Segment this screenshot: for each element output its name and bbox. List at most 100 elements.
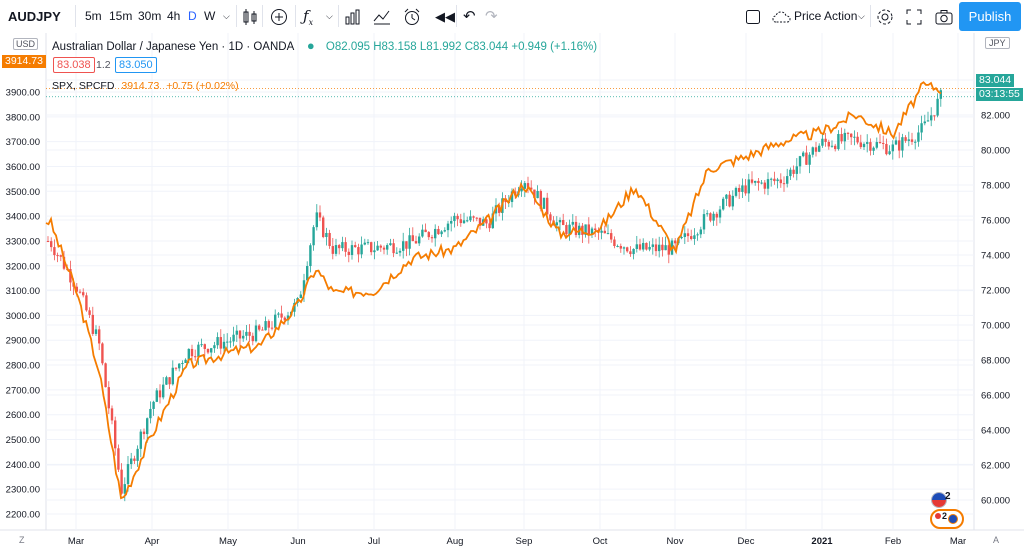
candle-body [523, 183, 526, 189]
indicators-chevron-down-icon[interactable]: ⌵ [326, 11, 333, 21]
candle-body [354, 245, 357, 248]
price-chart[interactable]: 3900.00 3800.00 3700.00 3600.00 3500.00 3400.… [0, 33, 1024, 551]
candle-body [50, 241, 53, 248]
interval-1w[interactable]: W [204, 9, 216, 23]
publish-button[interactable]: Publish [959, 2, 1021, 31]
auto-scale-right-toggle[interactable]: A [993, 535, 1000, 545]
toolbar-divider [236, 5, 237, 27]
time-tick-label: Jun [290, 536, 305, 547]
candle-body [325, 232, 328, 238]
interval-5m[interactable]: 5m [85, 9, 102, 23]
candle-body [779, 179, 782, 184]
candle-body [222, 341, 226, 349]
candle-body [309, 245, 312, 267]
auto-scale-left-toggle[interactable]: Z [19, 535, 25, 545]
candle-body [818, 145, 821, 152]
interval-chevron-down-icon[interactable]: ⌵ [223, 11, 230, 21]
left-tick-label: 3300.00 [6, 236, 40, 247]
candle-body [859, 142, 862, 148]
candle-body [872, 147, 875, 151]
cloud-icon[interactable] [772, 0, 792, 33]
left-tick-label: 3000.00 [6, 311, 40, 322]
fullscreen-icon[interactable] [906, 0, 922, 33]
ohlc-close: C83.044 [464, 41, 509, 53]
compare-add-icon[interactable] [270, 0, 288, 33]
candle-body [690, 236, 693, 239]
candle-body [261, 329, 264, 331]
candle-body [651, 244, 654, 247]
candle-body [923, 121, 926, 124]
event-flags-group[interactable]: 2 [930, 509, 964, 529]
undo-icon[interactable]: ↶ [463, 8, 476, 25]
candles-icon[interactable] [242, 0, 258, 33]
event-flag-au-icon[interactable] [931, 492, 947, 508]
financials-icon[interactable] [345, 0, 361, 33]
candle-body [549, 214, 552, 221]
settings-gear-icon[interactable] [876, 0, 894, 33]
candle-body [485, 219, 488, 224]
candle-body [824, 138, 827, 142]
candle-body [123, 484, 126, 494]
candle-body [536, 190, 539, 199]
snapshot-camera-icon[interactable] [935, 0, 953, 33]
ohlc-high: H83.158 [373, 41, 417, 53]
candle-body [171, 367, 174, 385]
alert-clock-icon[interactable] [403, 0, 421, 33]
candle-body [392, 243, 395, 254]
candle-body [744, 185, 747, 194]
redo-icon[interactable]: ↷ [485, 8, 498, 25]
template-name[interactable]: Price Action [794, 9, 858, 23]
compare-symbol-icon[interactable] [373, 0, 391, 33]
candle-body [248, 331, 251, 336]
interval-30m[interactable]: 30m [138, 9, 162, 23]
candle-body [622, 247, 626, 249]
time-tick-label: Dec [738, 536, 755, 547]
candle-body [731, 195, 734, 207]
candle-body [757, 180, 760, 184]
candle-body [98, 329, 101, 344]
left-tick-label: 3700.00 [6, 137, 40, 148]
candle-body [821, 138, 824, 146]
series-title[interactable]: Australian Dollar / Japanese Yen · 1D · … [52, 41, 294, 53]
candle-body [542, 197, 546, 209]
sell-price-button[interactable]: 83.038 [53, 57, 95, 73]
candle-body [904, 137, 907, 141]
candle-body [674, 240, 677, 244]
right-tick-label: 70.000 [981, 321, 1010, 332]
template-chevron-down-icon[interactable]: ⌵ [858, 11, 865, 21]
candle-body [888, 151, 891, 155]
candle-body [898, 140, 901, 151]
candle-body [146, 418, 149, 435]
indicators-fx-icon[interactable]: ƒx [303, 7, 314, 27]
candle-body [194, 356, 197, 358]
candle-body [405, 241, 408, 249]
right-tick-label: 64.000 [981, 426, 1010, 437]
candle-body [411, 235, 414, 242]
right-scale-currency[interactable]: JPY [985, 37, 1010, 49]
main-series-legend: Australian Dollar / Japanese Yen · 1D · … [52, 38, 597, 53]
interval-1d[interactable]: D [188, 9, 197, 23]
symbol-search[interactable]: AUDJPY [8, 9, 61, 24]
candle-body [139, 431, 142, 449]
candle-body [914, 141, 917, 143]
candle-body [853, 136, 856, 138]
overlay-title[interactable]: SPX, SPCFD [52, 80, 115, 92]
candle-body [862, 143, 866, 148]
candle-body [440, 231, 443, 235]
candle-body [190, 348, 194, 357]
candle-body [277, 313, 280, 315]
candle-body [472, 216, 475, 218]
interval-15m[interactable]: 15m [109, 9, 133, 23]
candle-body [610, 233, 613, 240]
candle-body [408, 235, 411, 249]
replay-icon[interactable]: ◀◀ [435, 9, 455, 24]
interval-4h[interactable]: 4h [167, 9, 181, 23]
candle-body [226, 341, 229, 343]
fullscreen-select-icon[interactable] [745, 0, 761, 33]
candle-body [197, 344, 200, 357]
overlay-legend: SPX, SPCFD 3914.73 +0.75 (+0.02%) [52, 80, 239, 92]
left-scale-currency[interactable]: USD [13, 38, 39, 50]
candle-body [558, 220, 562, 223]
buy-price-button[interactable]: 83.050 [115, 57, 157, 73]
candle-body [600, 230, 603, 233]
